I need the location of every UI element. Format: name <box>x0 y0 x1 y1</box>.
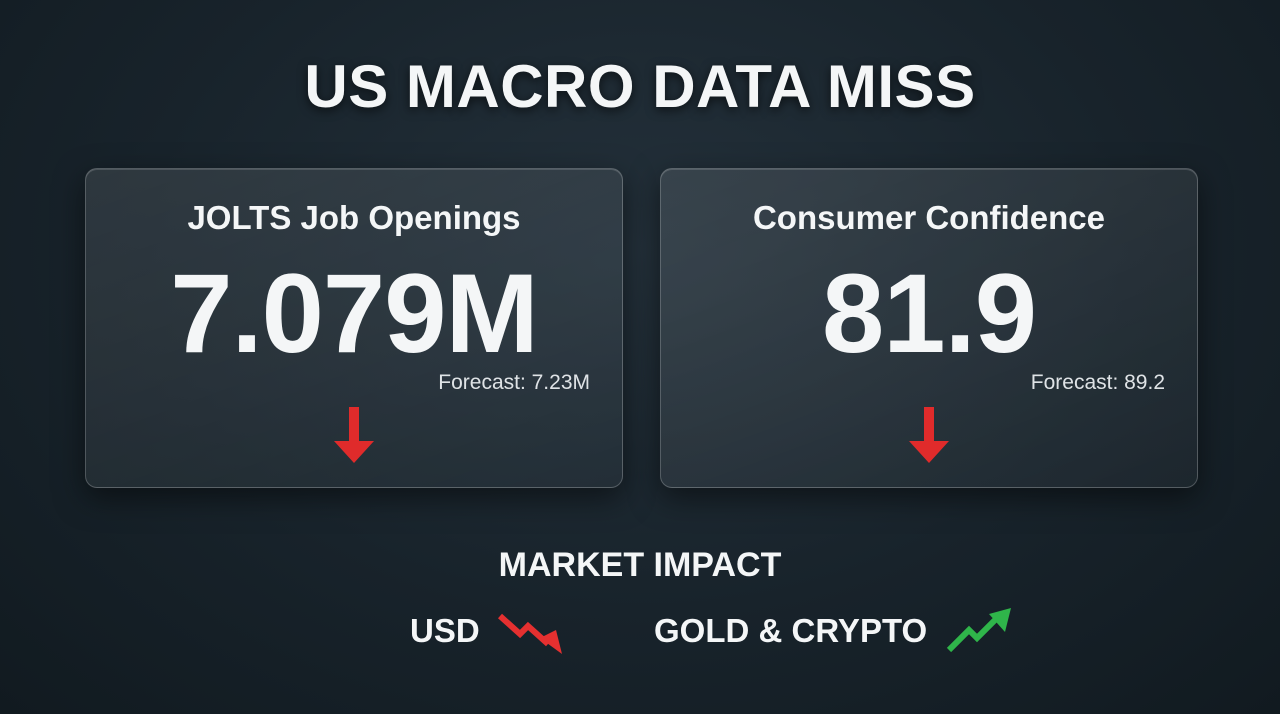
up-trend-icon <box>946 608 1011 653</box>
title: US MACRO DATA MISS <box>304 53 976 120</box>
impact-item: GOLD & CRYPTO <box>654 612 928 649</box>
impact-heading: MARKET IMPACT <box>498 546 782 584</box>
card-forecast: Forecast: 7.23M <box>438 371 590 394</box>
card: Consumer Confidence 81.9 Forecast: 89.2 <box>660 168 1198 488</box>
card-label: Consumer Confidence <box>752 199 1106 236</box>
down-arrow <box>334 407 374 463</box>
card: JOLTS Job Openings 7.079M Forecast: 7.23… <box>85 168 623 488</box>
down-trend-icon <box>497 613 562 654</box>
impact-item: USD <box>410 612 480 649</box>
card-value: 81.9 <box>822 251 1037 376</box>
card-label: JOLTS Job Openings <box>187 199 521 236</box>
card-value: 7.079M <box>170 251 539 376</box>
card-forecast: Forecast: 89.2 <box>1030 371 1165 394</box>
down-arrow <box>909 407 949 463</box>
